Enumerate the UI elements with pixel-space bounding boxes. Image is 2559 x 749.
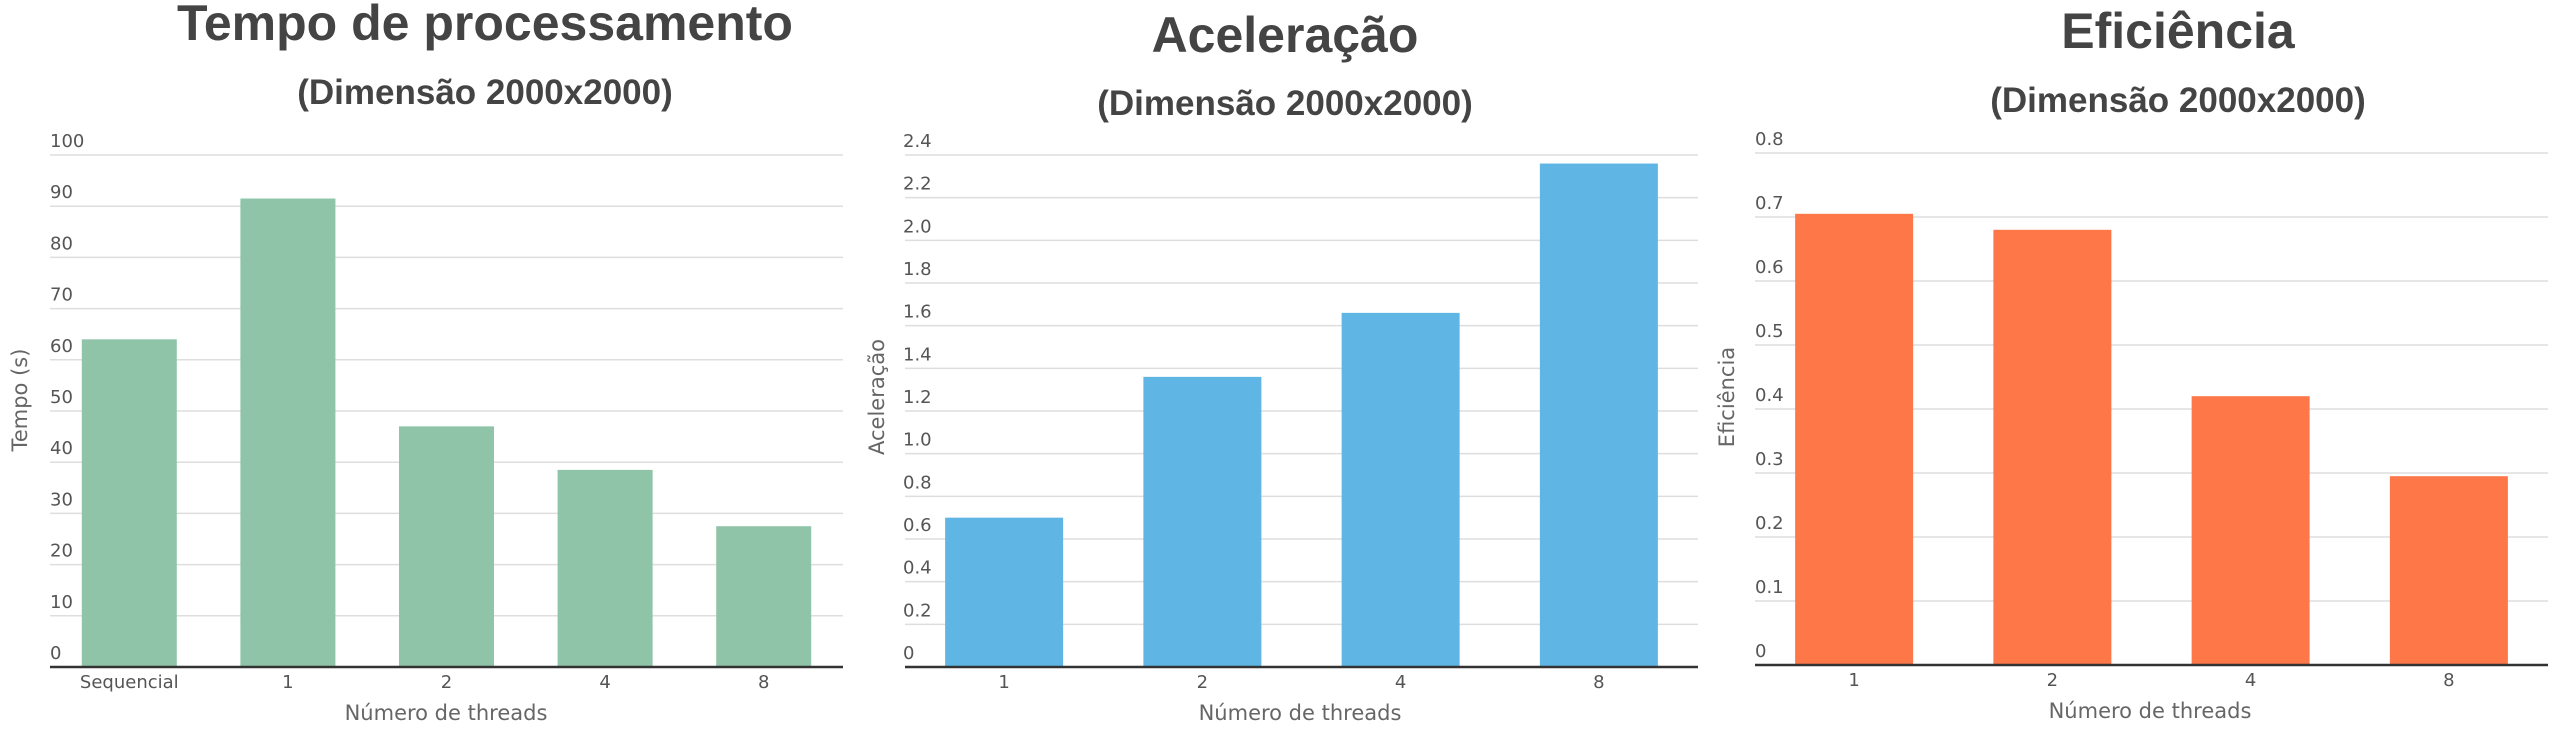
bar — [240, 198, 336, 667]
y-tick-label: 0.2 — [1755, 513, 1784, 534]
x-tick-label: 8 — [1593, 672, 1604, 693]
x-axis-label: Número de threads — [2049, 699, 2252, 723]
bar — [557, 469, 653, 667]
y-tick-label: 0 — [1755, 641, 1766, 662]
y-tick-label: 0.7 — [1755, 193, 1784, 214]
y-tick-label: 0.2 — [903, 600, 932, 621]
y-axis-label: Tempo (s) — [8, 349, 32, 453]
bar — [1143, 376, 1262, 667]
bar — [1539, 163, 1658, 668]
y-tick-label: 0 — [903, 643, 914, 664]
x-tick-label: 8 — [758, 672, 769, 693]
y-tick-label: 50 — [50, 387, 73, 408]
chart-title: Tempo de processamento — [177, 0, 793, 51]
y-tick-label: 1.0 — [903, 430, 932, 451]
chart-title: Aceleração — [1152, 7, 1419, 63]
y-tick-label: 1.2 — [903, 387, 932, 408]
y-tick-label: 0.8 — [1755, 129, 1784, 150]
y-tick-label: 80 — [50, 233, 73, 254]
y-tick-label: 2.0 — [903, 216, 932, 237]
y-tick-label: 70 — [50, 285, 73, 306]
x-tick-label: 2 — [2047, 670, 2058, 691]
x-tick-label: 4 — [2245, 670, 2256, 691]
y-tick-label: 2.2 — [903, 174, 932, 195]
x-tick-label: 2 — [1197, 672, 1208, 693]
y-tick-label: 0.1 — [1755, 577, 1784, 598]
x-tick-label: 1 — [282, 672, 293, 693]
y-tick-label: 0.5 — [1755, 321, 1784, 342]
x-tick-label: 1 — [998, 672, 1009, 693]
y-tick-label: 0.8 — [903, 472, 932, 493]
bar — [1795, 213, 1914, 666]
chart-subtitle: (Dimensão 2000x2000) — [1097, 84, 1473, 123]
y-tick-label: 100 — [50, 131, 84, 152]
x-tick-label: 8 — [2443, 670, 2454, 691]
y-tick-label: 2.4 — [903, 131, 932, 152]
y-tick-label: 10 — [50, 592, 73, 613]
y-tick-label: 0.3 — [1755, 449, 1784, 470]
y-tick-label: 0.6 — [903, 515, 932, 536]
bar — [81, 339, 177, 667]
bar — [2389, 476, 2508, 665]
bar — [945, 517, 1064, 667]
x-tick-label: 1 — [1848, 670, 1859, 691]
y-tick-label: 30 — [50, 489, 73, 510]
y-tick-label: 0.4 — [1755, 385, 1784, 406]
bar — [1993, 229, 2112, 666]
x-tick-label: 2 — [441, 672, 452, 693]
bar — [1341, 312, 1460, 667]
y-axis-label: Eficiência — [1715, 347, 1739, 447]
y-axis-label: Aceleração — [865, 339, 889, 455]
y-tick-label: 90 — [50, 182, 73, 203]
y-tick-label: 1.8 — [903, 259, 932, 280]
y-tick-label: 1.4 — [903, 344, 932, 365]
y-tick-label: 20 — [50, 541, 73, 562]
y-tick-label: 0.4 — [903, 558, 932, 579]
bar — [399, 426, 494, 667]
bar — [716, 526, 812, 667]
x-axis-label: Número de threads — [345, 701, 548, 725]
x-axis-label: Número de threads — [1199, 701, 1402, 725]
x-tick-label: 4 — [599, 672, 610, 693]
chart-subtitle: (Dimensão 2000x2000) — [1990, 81, 2366, 120]
bar — [2191, 396, 2310, 665]
chart-title: Eficiência — [2061, 3, 2296, 59]
y-tick-label: 1.6 — [903, 302, 932, 323]
x-tick-label: Sequencial — [80, 672, 179, 693]
chart-subtitle: (Dimensão 2000x2000) — [297, 73, 673, 112]
y-tick-label: 40 — [50, 438, 73, 459]
y-tick-label: 0.6 — [1755, 257, 1784, 278]
x-tick-label: 4 — [1395, 672, 1406, 693]
y-tick-label: 60 — [50, 336, 73, 357]
y-tick-label: 0 — [50, 643, 61, 664]
